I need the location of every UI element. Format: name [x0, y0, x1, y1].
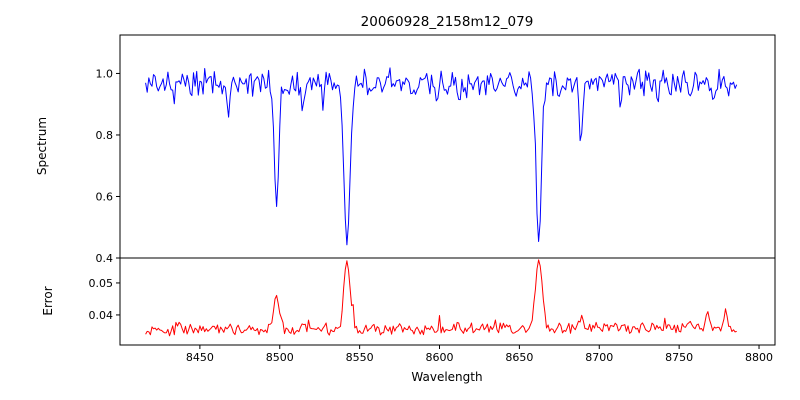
error-line: [145, 259, 737, 337]
x-tick-label: 8700: [585, 351, 613, 364]
x-tick-label: 8550: [346, 351, 374, 364]
x-tick-label: 8800: [745, 351, 773, 364]
x-tick-label: 8750: [665, 351, 693, 364]
chart-title: 20060928_2158m12_079: [361, 14, 534, 30]
spectrum-line: [145, 67, 738, 246]
error-y-axis-label: Error: [41, 286, 55, 315]
spectrum-y-tick-label: 0.6: [96, 190, 114, 203]
error-y-tick-label: 0.04: [89, 309, 114, 322]
spectrum-y-tick-label: 0.4: [96, 252, 114, 265]
plot-area: 8450 8500 8550 8600 8650 8700 8750 8800 0.4 0.6 0.…: [89, 34, 776, 364]
spectrum-panel-border: [119, 34, 776, 259]
spectrum-y-axis-label: Spectrum: [35, 117, 49, 175]
x-tick-label: 8650: [505, 351, 533, 364]
x-tick-label: 8500: [266, 351, 294, 364]
error-panel-border: [119, 257, 776, 346]
x-tick-label: 8450: [186, 351, 214, 364]
x-axis-label: Wavelength: [411, 370, 482, 384]
spectrum-y-tick-label: 1.0: [96, 67, 114, 80]
x-tick-label: 8600: [426, 351, 454, 364]
error-y-tick-label: 0.05: [89, 277, 114, 290]
spectrum-y-tick-label: 0.8: [96, 129, 114, 142]
